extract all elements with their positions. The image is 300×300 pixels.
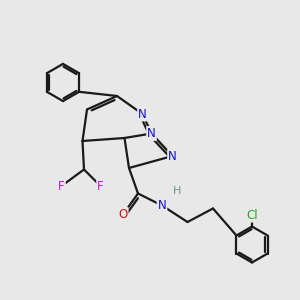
Text: H: H	[173, 185, 181, 196]
Text: Cl: Cl	[246, 208, 258, 222]
Text: N: N	[138, 107, 147, 121]
Text: N: N	[158, 199, 166, 212]
Text: N: N	[147, 127, 156, 140]
Text: N: N	[168, 149, 177, 163]
Text: F: F	[97, 179, 104, 193]
Text: O: O	[118, 208, 127, 221]
Text: F: F	[58, 179, 65, 193]
